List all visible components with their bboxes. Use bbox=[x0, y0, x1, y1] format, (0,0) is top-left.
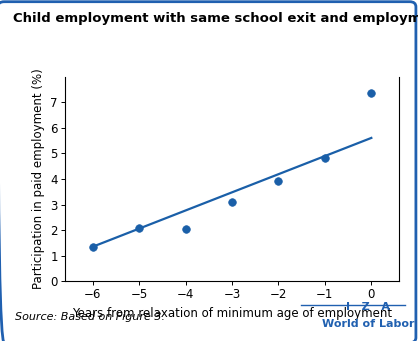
Text: I   Z   A: I Z A bbox=[346, 302, 390, 312]
X-axis label: Years from relaxation of minimum age of employment: Years from relaxation of minimum age of … bbox=[72, 307, 392, 320]
Text: Source: Based on Figure 3.: Source: Based on Figure 3. bbox=[15, 312, 165, 322]
Y-axis label: Participation in paid employment (%): Participation in paid employment (%) bbox=[32, 69, 45, 290]
Point bbox=[368, 90, 375, 96]
Point bbox=[136, 225, 143, 230]
Point bbox=[275, 179, 282, 184]
Point bbox=[321, 156, 328, 161]
Text: World of Labor: World of Labor bbox=[321, 319, 414, 329]
Point bbox=[89, 244, 96, 250]
Text: Child employment with same school exit and employment ages: Child employment with same school exit a… bbox=[13, 12, 418, 25]
Point bbox=[229, 199, 235, 205]
Point bbox=[182, 226, 189, 232]
